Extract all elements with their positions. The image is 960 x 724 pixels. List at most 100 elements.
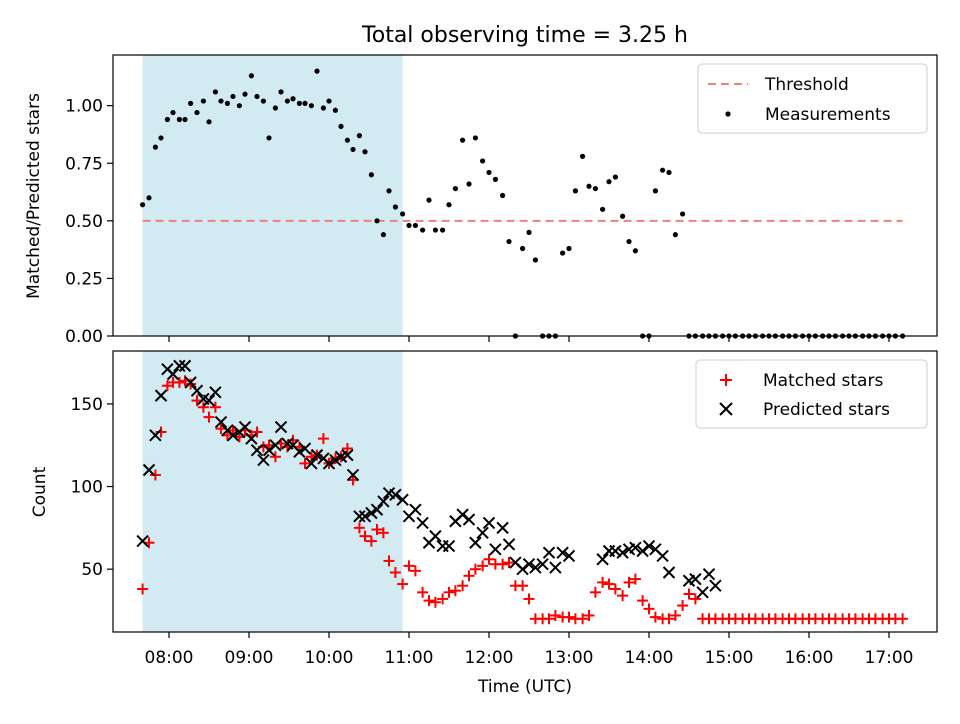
measurement-points [140,68,906,339]
figure-title: Total observing time = 3.25 h [361,23,688,48]
bottom-y-ticks: 50 100 150 [71,395,113,580]
bottom-x-tick-label: 14:00 [625,648,674,668]
predicted-star-point [689,572,702,586]
measurement-point [586,183,592,189]
matched-star-point [483,553,495,565]
matched-star-point [137,583,149,595]
legend-matched-swatch [720,374,732,386]
measurement-point [506,238,512,245]
measurement-point [236,103,242,109]
measurement-point [680,211,686,217]
matched-star-point [299,457,311,469]
measurement-point [170,109,176,116]
measurement-point [200,98,206,104]
predicted-star-point [184,376,197,389]
predicted-star-point [642,539,656,553]
predicted-star-point [154,389,168,402]
matched-star-point [377,527,389,539]
matched-star-point [583,609,595,621]
measurement-point [492,176,498,182]
bottom-x-tick-label: 13:00 [545,648,594,668]
predicted-star-point [341,448,354,462]
matched-star-point [185,378,197,390]
matched-star-point [417,586,429,598]
measurement-point [572,188,579,194]
bottom-x-tick-label: 09:00 [225,648,274,668]
matched-star-point [549,609,561,621]
matched-star-point [173,376,185,388]
top-y-tick-label: 1.00 [65,97,103,117]
measurement-point [660,167,666,173]
predicted-star-point [238,420,252,434]
measurement-point [176,116,182,123]
measurement-point [212,89,218,95]
measurement-point [520,245,526,252]
measurement-point [254,93,260,100]
legend-matched-label: Matched stars [763,371,883,391]
matched-star-point [649,611,661,623]
measurement-point [368,172,374,178]
measurement-point [278,89,284,95]
measurement-point [400,211,406,217]
predicted-star-point [358,510,372,523]
matched-star-point [617,590,629,602]
predicted-star-point [489,543,502,556]
measurement-point [284,98,290,104]
matched-star-point [603,578,615,590]
predicted-star-point [709,579,722,592]
matched-star-point [503,557,515,569]
top-shaded-region [142,55,403,336]
matched-star-point [677,600,689,612]
legend-predicted-swatch [719,402,733,416]
predicted-star-point [136,534,149,548]
matched-star-point [589,586,601,598]
predicted-star-point [656,549,669,563]
top-panel: 0.00 0.25 0.50 0.75 1.00 Matched/Predicted s… [24,54,938,347]
predicted-star-point [549,561,562,574]
predicted-star-point [166,367,180,381]
measurement-point [466,181,472,187]
predicted-star-point [616,546,629,559]
matched-star-point [577,613,589,625]
matched-star-point [437,593,449,605]
matched-star-point [543,613,555,625]
matched-star-point [897,613,909,625]
matched-star-point [497,558,509,570]
legend-measurements-label: Measurements [765,105,891,125]
bottom-y-axis-label: Count [30,466,50,517]
measurement-point [632,248,639,254]
measurement-point [580,153,586,159]
measurement-point [206,119,212,125]
measurement-point [480,158,486,164]
measurement-point [380,232,386,238]
matched-star-point [389,566,401,578]
legend-measurements-swatch [725,111,731,117]
predicted-star-point [329,453,342,467]
bottom-x-ticks: 08:00 09:00 10:00 11:00 12:00 13:00 14:00 15:00… [145,632,914,668]
predicted-star-point [696,586,709,599]
predicted-star-point [214,415,228,429]
predicted-star-point [596,553,609,566]
bottom-legend-box [695,359,928,429]
top-y-ticks: 0.00 0.25 0.50 0.75 1.00 [65,97,113,347]
measurement-point [326,98,332,104]
predicted-star-point [269,439,282,452]
bottom-y-tick-label: 150 [71,395,103,415]
measurement-point [672,232,679,238]
measurement-point [432,227,438,233]
predicted-star-point [293,445,306,459]
measurement-point [620,213,626,219]
matched-star-point [403,560,415,572]
measurement-point [446,202,452,208]
top-y-tick-label: 0.25 [65,269,103,289]
matched-star-point [637,595,649,607]
matched-star-point [203,411,215,423]
predicted-star-point [629,541,642,554]
matched-star-point [409,565,421,577]
measurement-point [612,174,619,180]
bottom-axes-frame [112,350,938,633]
measurement-point [164,116,170,123]
bottom-x-tick-label: 15:00 [705,648,754,668]
measurement-point [532,257,539,263]
measurement-point [526,229,532,235]
